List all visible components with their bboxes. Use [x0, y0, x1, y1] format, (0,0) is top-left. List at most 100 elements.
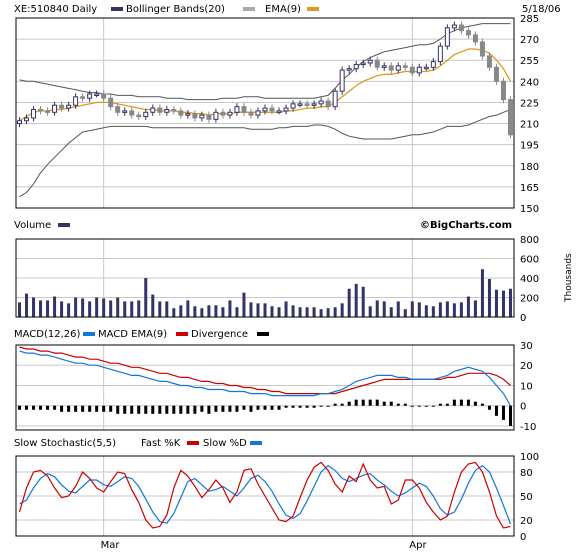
stoch-panel: 100 80 50 20 0 [15, 452, 539, 543]
price-candle [136, 114, 142, 118]
volume-bar [466, 296, 470, 317]
price-tick-label: 150 [520, 204, 539, 215]
volume-bar [438, 302, 442, 317]
stoch-tick-label: 50 [520, 492, 533, 503]
divergence-bar [340, 403, 344, 406]
divergence-bar [396, 403, 400, 406]
price-candle [402, 65, 408, 68]
divergence-bar [186, 405, 190, 414]
volume-bar [151, 294, 155, 317]
volume-bar [158, 301, 162, 317]
volume-bar [81, 298, 85, 317]
volume-bar [263, 303, 267, 317]
volume-bar [214, 305, 218, 317]
slow-d-line [19, 464, 512, 525]
stoch-plot-frame [15, 455, 515, 537]
divergence-bar [424, 405, 428, 407]
volume-bar [473, 300, 477, 317]
volume-bar [291, 305, 295, 317]
macd-plot-frame [15, 344, 515, 431]
price-candle [115, 106, 121, 113]
divergence-bar [494, 405, 498, 416]
price-candle [157, 107, 163, 113]
price-candle [479, 41, 485, 57]
price-candle [507, 99, 513, 136]
price-candle [353, 63, 359, 70]
divergence-bar [60, 405, 64, 412]
divergence-bar [291, 405, 295, 408]
price-candle [388, 65, 394, 71]
stoch-tick-label: 100 [520, 452, 539, 463]
divergence-bar [410, 405, 414, 407]
volume-bar [389, 307, 393, 317]
slow-d-legend-label: Slow %D [203, 438, 247, 449]
price-candle [486, 55, 492, 68]
volume-bar [46, 300, 50, 317]
volume-bar [361, 286, 365, 317]
volume-plot-frame [15, 238, 515, 318]
divergence-bar [88, 405, 92, 412]
price-candle [318, 100, 324, 105]
divergence-legend-label: Divergence [191, 329, 248, 340]
x-axis-month-label: Mar [101, 540, 121, 551]
price-candle [80, 96, 86, 99]
divergence-bar [375, 399, 379, 406]
volume-bar [277, 307, 281, 317]
price-candle [150, 107, 156, 113]
volume-bar [382, 301, 386, 317]
volume-tick-label: 200 [520, 294, 539, 305]
divergence-bar [459, 399, 463, 406]
price-candle [458, 24, 464, 32]
divergence-bar [361, 399, 365, 406]
divergence-bar [137, 405, 141, 414]
volume-bar [494, 289, 498, 317]
price-candle [94, 93, 100, 96]
divergence-bar [452, 399, 456, 406]
divergence-bar [347, 401, 351, 406]
volume-bar [480, 269, 484, 317]
watermark: ©BigCharts.com [420, 220, 512, 231]
price-candle [311, 103, 317, 106]
price-candle [199, 114, 205, 119]
price-candle [122, 110, 128, 113]
price-candle [31, 108, 37, 119]
divergence-bar [130, 405, 134, 414]
price-candle [192, 113, 198, 119]
volume-bar [501, 290, 505, 317]
fast-k-legend-label: Fast %K [141, 438, 181, 449]
volume-bar [144, 278, 148, 317]
price-candle [227, 111, 233, 116]
price-tick-label: 285 [520, 14, 539, 25]
divergence-bar [67, 405, 71, 412]
divergence-bar [368, 399, 372, 406]
price-candle [129, 110, 135, 116]
price-tick-label: 270 [520, 35, 539, 46]
price-candle [451, 24, 457, 29]
divergence-bar [172, 405, 176, 414]
price-plot-frame [15, 17, 515, 209]
volume-bar [298, 307, 302, 317]
price-candle [255, 110, 261, 116]
divergence-bar [179, 405, 183, 414]
price-candle [360, 62, 366, 66]
divergence-bar [102, 405, 106, 412]
divergence-bar [39, 405, 43, 410]
divergence-bar [284, 405, 288, 408]
price-candle [423, 66, 429, 70]
price-candle [262, 107, 268, 112]
volume-bar [60, 301, 64, 317]
price-candle [395, 65, 401, 71]
volume-bar [200, 308, 204, 317]
slow-d-legend-swatch [250, 441, 262, 445]
volume-bar [270, 306, 274, 317]
volume-bar [424, 305, 428, 317]
price-candle [234, 106, 240, 113]
volume-bar [340, 303, 344, 317]
price-candle [493, 66, 499, 82]
ema-legend-label: EMA(9) [265, 4, 301, 15]
price-candle [444, 27, 450, 47]
price-candle [283, 107, 289, 112]
divergence-bar [214, 405, 218, 412]
divergence-bar [270, 405, 274, 410]
